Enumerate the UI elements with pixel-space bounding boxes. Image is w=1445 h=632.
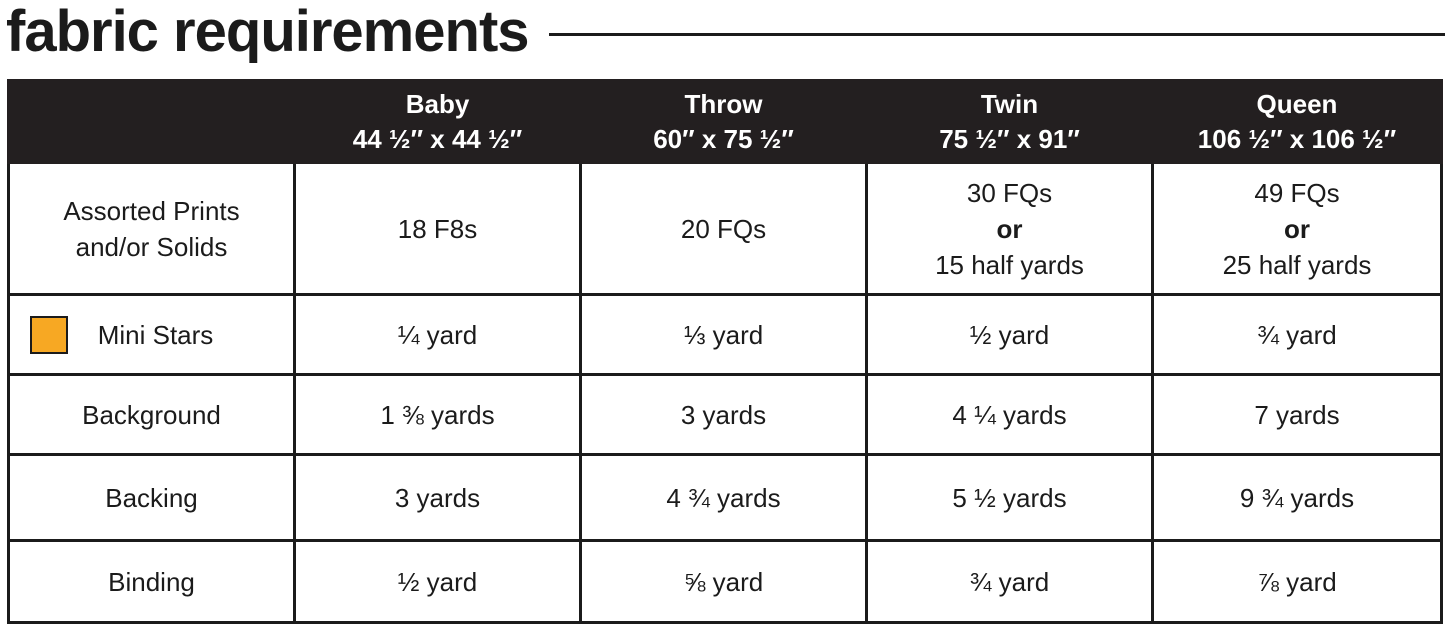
header-size-dimensions: 75 ½″ x 91″ <box>939 123 1080 154</box>
cell-binding-baby: ½ yard <box>293 539 582 624</box>
cell-background-queen: 7 yards <box>1151 373 1443 456</box>
row-label-text: Mini Stars <box>97 319 214 350</box>
cell-assorted-throw: 20 FQs <box>579 161 868 296</box>
header-size-name: Queen <box>1256 88 1338 119</box>
color-swatch-icon <box>30 315 68 354</box>
title-rule <box>549 33 1445 36</box>
cell-mini-stars-throw: ⅓ yard <box>579 293 868 376</box>
row-label-assorted-prints: Assorted Prints and/or Solids <box>7 161 296 296</box>
table-row-binding: Binding ½ yard ⅝ yard ¾ yard ⅞ yard <box>7 539 1443 624</box>
header-size-dimensions: 60″ x 75 ½″ <box>653 123 794 154</box>
header-size-dimensions: 106 ½″ x 106 ½″ <box>1197 123 1397 154</box>
header-twin: Twin 75 ½″ x 91″ <box>865 79 1154 164</box>
or-word: or <box>996 213 1023 244</box>
header-baby: Baby 44 ½″ x 44 ½″ <box>293 79 582 164</box>
header-size-name: Throw <box>684 88 763 119</box>
cell-backing-twin: 5 ½ yards <box>865 453 1154 542</box>
cell-line: 49 FQs <box>1254 177 1340 208</box>
header-size-name: Twin <box>980 88 1039 119</box>
header-queen: Queen 106 ½″ x 106 ½″ <box>1151 79 1443 164</box>
row-label-line: and/or Solids <box>75 231 228 262</box>
cell-assorted-baby: 18 F8s <box>293 161 582 296</box>
table-row-backing: Backing 3 yards 4 ¾ yards 5 ½ yards 9 ¾ … <box>7 453 1443 542</box>
page-title: fabric requirements <box>6 0 530 64</box>
table-row-mini-stars: Mini Stars ¼ yard ⅓ yard ½ yard ¾ yard <box>7 293 1443 376</box>
cell-background-twin: 4 ¼ yards <box>865 373 1154 456</box>
cell-background-throw: 3 yards <box>579 373 868 456</box>
cell-backing-queen: 9 ¾ yards <box>1151 453 1443 542</box>
table-header-row: Baby 44 ½″ x 44 ½″ Throw 60″ x 75 ½″ Twi… <box>7 79 1443 164</box>
table-row-background: Background 1 ⅜ yards 3 yards 4 ¼ yards 7… <box>7 373 1443 456</box>
cell-line: 15 half yards <box>935 249 1084 280</box>
fabric-requirements-table: Baby 44 ½″ x 44 ½″ Throw 60″ x 75 ½″ Twi… <box>7 79 1443 624</box>
cell-line: 30 FQs <box>966 177 1053 208</box>
header-size-dimensions: 44 ½″ x 44 ½″ <box>352 123 523 154</box>
row-label-background: Background <box>7 373 296 456</box>
or-word: or <box>1284 213 1310 244</box>
header-throw: Throw 60″ x 75 ½″ <box>579 79 868 164</box>
header-size-name: Baby <box>405 88 470 119</box>
cell-mini-stars-baby: ¼ yard <box>293 293 582 376</box>
cell-backing-baby: 3 yards <box>293 453 582 542</box>
cell-binding-throw: ⅝ yard <box>579 539 868 624</box>
cell-binding-queen: ⅞ yard <box>1151 539 1443 624</box>
row-label-binding: Binding <box>7 539 296 624</box>
header-blank-cell <box>7 79 296 164</box>
cell-mini-stars-twin: ½ yard <box>865 293 1154 376</box>
table-row-assorted-prints: Assorted Prints and/or Solids 18 F8s 20 … <box>7 161 1443 296</box>
row-label-mini-stars: Mini Stars <box>7 293 296 376</box>
row-label-backing: Backing <box>7 453 296 542</box>
title-row: fabric requirements <box>6 0 1445 72</box>
cell-assorted-twin: 30 FQs or 15 half yards <box>865 161 1154 296</box>
cell-mini-stars-queen: ¾ yard <box>1151 293 1443 376</box>
cell-background-baby: 1 ⅜ yards <box>293 373 582 456</box>
cell-binding-twin: ¾ yard <box>865 539 1154 624</box>
row-label-line: Assorted Prints <box>63 195 240 226</box>
cell-assorted-queen: 49 FQs or 25 half yards <box>1151 161 1443 296</box>
cell-line: 25 half yards <box>1222 249 1372 280</box>
cell-backing-throw: 4 ¾ yards <box>579 453 868 542</box>
